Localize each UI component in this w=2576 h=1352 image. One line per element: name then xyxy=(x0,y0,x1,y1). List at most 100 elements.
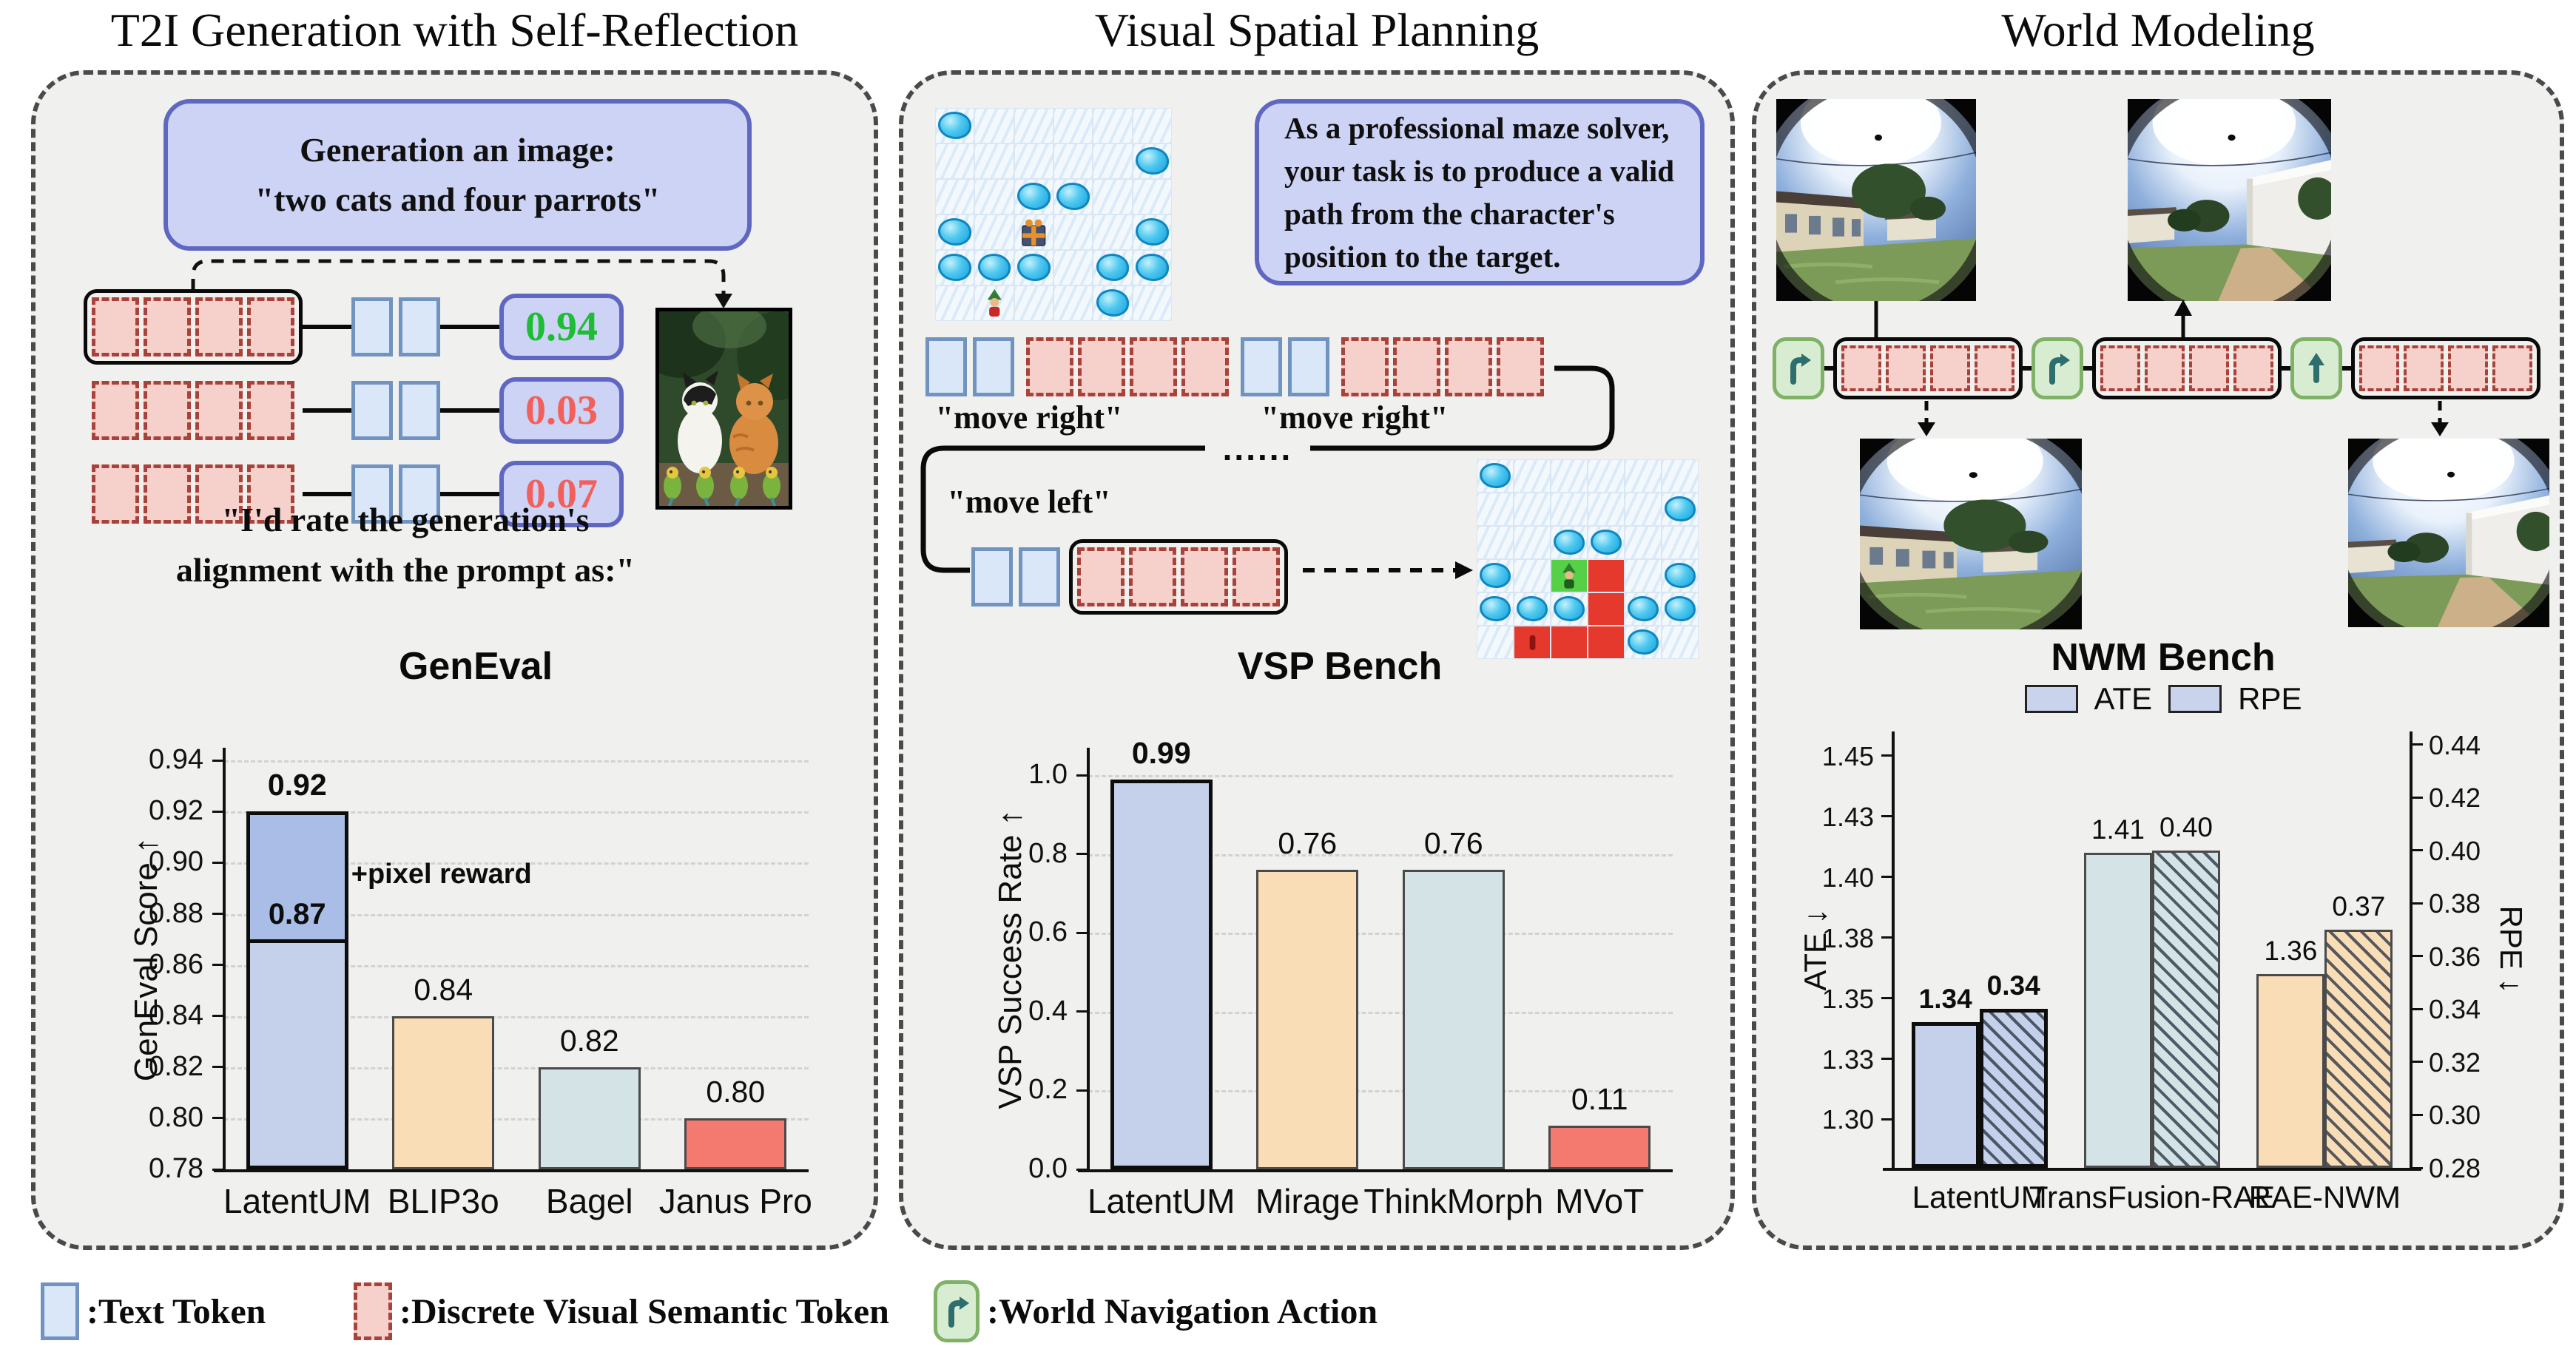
alignment-score-box: 0.07 xyxy=(499,461,624,527)
maze-character-icon xyxy=(1562,562,1576,589)
stack-top-segment xyxy=(249,815,345,944)
left-axis-tick-label: 1.38 xyxy=(1821,922,1874,953)
text-token-icon xyxy=(973,337,1014,396)
world-panel: NWM Bench ATE RPE 1.34 0.34 1.41 0.40 1.36 0.37 1… xyxy=(1752,70,2564,1250)
bar-value-label: 0.92 xyxy=(267,768,327,802)
bar-value-label: 0.11 xyxy=(1571,1082,1628,1117)
gridline xyxy=(1088,854,1673,856)
visual-token-icon xyxy=(2448,345,2488,391)
maze-cell xyxy=(1053,285,1093,321)
maze-hole xyxy=(1016,254,1051,281)
maze-cell xyxy=(1093,285,1133,321)
maze-start-image xyxy=(935,108,1172,321)
gridline xyxy=(1088,1090,1673,1093)
right-axis-tick-label: 0.40 xyxy=(2429,835,2481,866)
left-axis-tick-label: 1.35 xyxy=(1821,983,1874,1014)
gridline xyxy=(224,913,809,916)
maze-cell xyxy=(1514,559,1551,592)
bar-value-label: 1.34 xyxy=(1918,984,1972,1015)
action-arrow-glyph xyxy=(1790,354,1811,385)
fisheye-photo-art xyxy=(2348,439,2549,627)
visual-token-icon xyxy=(2189,345,2229,391)
right-axis-tick-label: 0.36 xyxy=(2429,941,2481,972)
text-token-icon xyxy=(351,464,393,524)
t2i-prompt-box: Generation an image: "two cats and four … xyxy=(163,99,752,251)
stack-base-label: 0.87 xyxy=(268,898,326,931)
move-right-label-1: "move right" xyxy=(935,399,1123,436)
gridline xyxy=(224,811,809,814)
visual-token-icon xyxy=(1181,337,1229,396)
bar-value-label: 0.80 xyxy=(706,1074,766,1109)
visual-token-icon xyxy=(1975,345,2014,391)
gridline xyxy=(224,1067,809,1069)
visual-token-icon xyxy=(2233,345,2273,391)
t2i-token-rows: 0.94 0.03 0.07 xyxy=(84,289,624,540)
maze-cell xyxy=(1132,285,1172,321)
bar-LatentUM: 0.87 xyxy=(246,811,348,1169)
maze-solved-image xyxy=(1477,459,1699,659)
maze-hole xyxy=(1480,462,1511,489)
left-axis-tick-label: 1.45 xyxy=(1821,740,1874,771)
maze-hole xyxy=(1665,496,1696,522)
right-axis-tick-label: 0.42 xyxy=(2429,783,2481,814)
maze-cell xyxy=(1551,626,1588,659)
maze-cell xyxy=(1477,526,1514,559)
turn-right-action-icon xyxy=(2032,337,2083,399)
nav-action-label: :World Navigation Action xyxy=(987,1291,1378,1331)
connector-line xyxy=(303,408,351,413)
legend-item-text-token: :Text Token xyxy=(41,1282,266,1340)
maze-cell xyxy=(1093,179,1133,214)
visual-token-set xyxy=(1341,337,1544,396)
maze-cell xyxy=(1053,179,1093,214)
text-token-icon xyxy=(399,381,440,440)
maze-cell xyxy=(1132,214,1172,250)
y-axis-line xyxy=(1087,748,1090,1171)
maze-character-icon xyxy=(987,289,1002,317)
maze-hole xyxy=(1480,595,1511,622)
visual-token-icon xyxy=(2492,345,2532,391)
visual-token-icon xyxy=(1181,547,1228,606)
y-axis-tick-label: 0.2 xyxy=(1028,1074,1068,1106)
action-arrow-glyph xyxy=(2049,354,2070,385)
maze-cell xyxy=(1551,493,1588,526)
y-axis-tick-label: 0.86 xyxy=(149,948,203,980)
bar-Janus Pro xyxy=(684,1118,787,1169)
maze-cell xyxy=(1625,559,1662,592)
y-axis-tick-label: 0.82 xyxy=(149,1050,203,1082)
visual-token-set xyxy=(1077,547,1280,606)
maze-hole xyxy=(1517,595,1548,622)
y-axis-tick-label: 1.0 xyxy=(1028,759,1068,791)
visual-token-icon xyxy=(1233,547,1280,606)
maze-cell xyxy=(1053,214,1093,250)
x-axis-category-label: MVoT xyxy=(1555,1182,1645,1220)
gridline xyxy=(224,1118,809,1121)
t2i-quote-line2: alignment with the prompt as:" xyxy=(175,551,635,589)
vsp-instruction-text: As a professional maze solver, your task… xyxy=(1284,110,1675,274)
visual-token-icon xyxy=(92,297,139,356)
visual-token-icon xyxy=(144,464,191,524)
y-axis-tick xyxy=(1076,931,1088,934)
t2i-prompt-line2: "two cats and four parrots" xyxy=(254,180,661,218)
alignment-score-box: 0.03 xyxy=(499,377,624,444)
maze-cell xyxy=(1625,626,1662,659)
maze-hole xyxy=(1016,183,1051,210)
fisheye-photo-art xyxy=(1776,99,1976,301)
visual-token-icon xyxy=(195,381,243,440)
right-axis-tick xyxy=(2411,849,2423,852)
y-axis-tick-label: 0.90 xyxy=(149,846,203,878)
legend-item-nav-action: :World Navigation Action xyxy=(934,1280,1378,1342)
visual-token-set xyxy=(92,381,294,440)
text-token-icon xyxy=(351,297,393,356)
maze-hole xyxy=(1591,529,1622,555)
connector-line xyxy=(440,492,499,496)
bar-RAE-NWM-ATE xyxy=(2256,973,2325,1168)
text-token-icon xyxy=(1019,547,1060,606)
x-axis-category-label: BLIP3o xyxy=(387,1182,499,1220)
maze-cell xyxy=(1662,592,1699,626)
token-group-outlined xyxy=(2351,337,2540,399)
y-axis-tick-label: 0.78 xyxy=(149,1153,203,1184)
maze-cell xyxy=(1551,592,1588,626)
maze-cell xyxy=(1014,285,1053,321)
right-axis-label: RPE ↓ xyxy=(2494,905,2529,994)
maze-cell xyxy=(1662,559,1699,592)
